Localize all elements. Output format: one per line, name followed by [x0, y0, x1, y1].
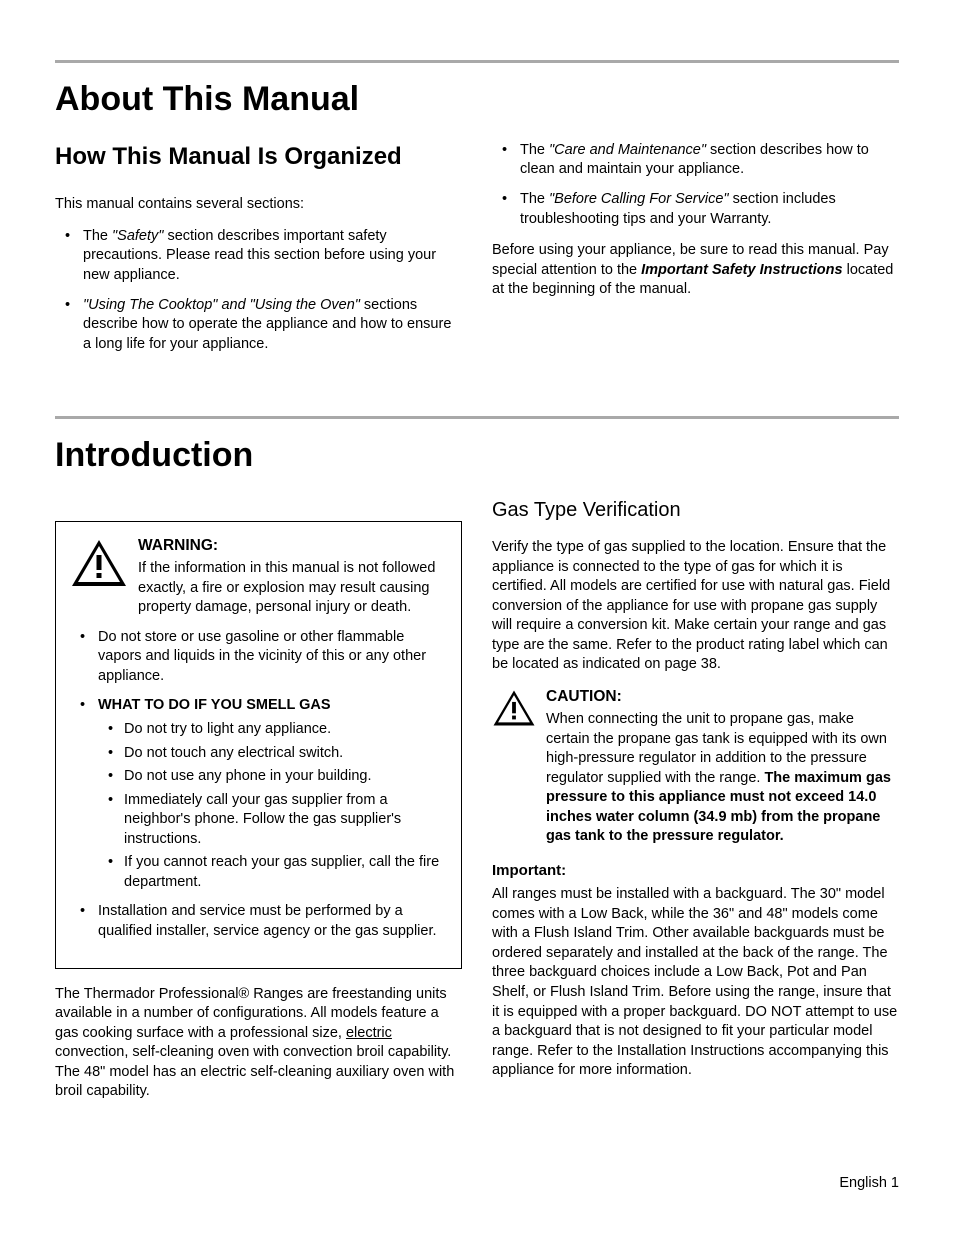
section-title: About This Manual: [55, 77, 899, 123]
warning-header: WARNING: If the information in this manu…: [70, 536, 443, 618]
about-left-col: How This Manual Is Organized This manual…: [55, 141, 462, 366]
caution-body: When connecting the unit to propane gas,…: [546, 710, 899, 847]
important-body: All ranges must be installed with a back…: [492, 885, 899, 1081]
left-bullet-list: The "Safety" section describes important…: [55, 227, 462, 354]
smell-gas-title: WHAT TO DO IF YOU SMELL GAS: [98, 697, 331, 713]
intro-text: convection, self-cleaning oven with conv…: [55, 1044, 454, 1099]
intro-left-col: WARNING: If the information in this manu…: [55, 497, 462, 1114]
product-intro: The Thermador Professional® Ranges are f…: [55, 985, 462, 1102]
intro-columns: WARNING: If the information in this manu…: [55, 497, 899, 1114]
section-title: Introduction: [55, 433, 899, 479]
bullet-item: Immediately call your gas supplier from …: [98, 791, 443, 850]
bullet-text: The: [520, 142, 549, 158]
closing-em: Important Safety Instructions: [641, 262, 842, 278]
caution-label: CAUTION:: [546, 687, 899, 708]
bullet-item: WHAT TO DO IF YOU SMELL GAS Do not try t…: [70, 696, 443, 892]
warning-label: WARNING:: [138, 536, 443, 557]
about-columns: How This Manual Is Organized This manual…: [55, 141, 899, 366]
gas-heading: Gas Type Verification: [492, 497, 899, 524]
section-divider: [55, 60, 899, 63]
bullet-em: "Safety": [112, 228, 163, 244]
bullet-item: Do not use any phone in your building.: [98, 767, 443, 787]
bullet-text: The: [520, 191, 549, 207]
warning-bullets: Do not store or use gasoline or other fl…: [70, 628, 443, 942]
caution-text-block: CAUTION: When connecting the unit to pro…: [546, 687, 899, 847]
bullet-item: If you cannot reach your gas supplier, c…: [98, 853, 443, 892]
about-right-col: The "Care and Maintenance" section descr…: [492, 141, 899, 366]
bullet-item: The "Safety" section describes important…: [55, 227, 462, 286]
smell-gas-list: Do not try to light any appliance. Do no…: [98, 720, 443, 893]
subsection-title: How This Manual Is Organized: [55, 141, 462, 173]
bullet-item: Do not store or use gasoline or other fl…: [70, 628, 443, 687]
closing-paragraph: Before using your appliance, be sure to …: [492, 241, 899, 300]
gas-body: Verify the type of gas supplied to the l…: [492, 538, 899, 675]
caution-block: CAUTION: When connecting the unit to pro…: [492, 687, 899, 847]
important-label: Important:: [492, 861, 899, 881]
bullet-em: "Care and Maintenance": [549, 142, 706, 158]
page-footer: English 1: [55, 1174, 899, 1194]
intro-text: This manual contains several sections:: [55, 195, 462, 215]
caution-icon: [492, 689, 536, 727]
bullet-text: The: [83, 228, 112, 244]
intro-right-col: Gas Type Verification Verify the type of…: [492, 497, 899, 1114]
warning-text-block: WARNING: If the information in this manu…: [138, 536, 443, 618]
section-divider: [55, 416, 899, 419]
bullet-item: Do not try to light any appliance.: [98, 720, 443, 740]
intro-underline: electric: [346, 1025, 392, 1041]
bullet-item: Do not touch any electrical switch.: [98, 744, 443, 764]
bullet-em: "Using The Cooktop" and "Using the Oven": [83, 297, 360, 313]
right-bullet-list: The "Care and Maintenance" section descr…: [492, 141, 899, 229]
bullet-em: "Before Calling For Service": [549, 191, 729, 207]
warning-box: WARNING: If the information in this manu…: [55, 521, 462, 968]
warning-icon: [70, 538, 128, 588]
bullet-item: The "Care and Maintenance" section descr…: [492, 141, 899, 180]
warning-body: If the information in this manual is not…: [138, 559, 443, 618]
bullet-item: Installation and service must be perform…: [70, 902, 443, 941]
bullet-item: "Using The Cooktop" and "Using the Oven"…: [55, 296, 462, 355]
bullet-item: The "Before Calling For Service" section…: [492, 190, 899, 229]
